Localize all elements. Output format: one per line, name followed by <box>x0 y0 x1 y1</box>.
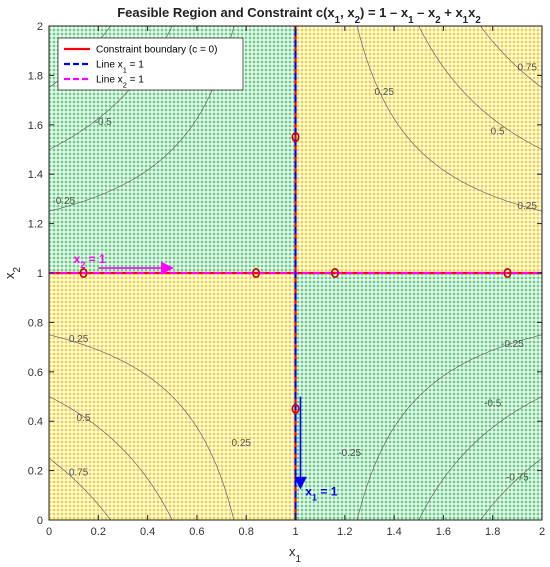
contour-marker <box>252 267 261 278</box>
x-tick-label: 0.6 <box>189 526 204 538</box>
y-axis: 0 0.2 0.4 0.6 0.8 1 1.2 1.4 1.6 1.8 2 <box>28 21 542 527</box>
x-tick-label: 1.2 <box>337 526 352 538</box>
contour-line <box>356 334 542 520</box>
line-layer <box>49 26 542 520</box>
x-tick-label: 1.4 <box>386 526 401 538</box>
x-tick-label: 0.2 <box>91 526 106 538</box>
contour-label: -0.5 <box>484 398 502 409</box>
contour-label: 0.25 <box>375 87 395 98</box>
legend-box <box>57 37 244 91</box>
contour-label: -0.75 <box>506 472 529 483</box>
contour-line <box>49 396 173 520</box>
legend-label: Line x2 = 1 <box>96 75 144 90</box>
contour-line <box>479 26 542 89</box>
contour-marker <box>291 403 300 414</box>
contour-line <box>49 457 112 520</box>
contour-line <box>49 26 235 212</box>
contour-line <box>418 26 542 150</box>
y-tick-label: 1.8 <box>28 70 43 82</box>
x-axis-label: x1 <box>289 544 301 565</box>
contour-label: 0.75 <box>517 62 537 73</box>
contour-line <box>49 334 235 520</box>
contour-label: 0.5 <box>491 127 505 138</box>
contour-label: 0.25 <box>232 438 252 449</box>
y-tick-label: 1 <box>37 268 43 280</box>
marker-layer <box>79 132 512 414</box>
x-tick-label: 1.6 <box>436 526 451 538</box>
legend-label: Constraint boundary (c = 0) <box>96 45 217 56</box>
x-tick-label: 1.8 <box>485 526 500 538</box>
contour-label: -0.25 <box>52 196 75 207</box>
legend: Constraint boundary (c = 0) Line x1 = 1Li… <box>57 37 244 91</box>
y-axis-label: x2 <box>2 267 23 279</box>
chart-title: Feasible Region and Constraint c(x1, x2)… <box>117 5 481 26</box>
contour-label: 0.75 <box>69 468 89 479</box>
contour-line <box>418 396 542 520</box>
y-tick-label: 0 <box>37 515 43 527</box>
x-tick-label: 0.8 <box>239 526 254 538</box>
contour-line <box>356 26 542 212</box>
contour-label: -0.25 <box>501 339 524 350</box>
y-tick-label: 0.4 <box>28 416 43 428</box>
contour-marker <box>503 267 512 278</box>
x-tick-label: 1 <box>292 526 298 538</box>
contour-label: 0.25 <box>69 334 89 345</box>
contour-marker <box>291 132 300 143</box>
contour-label: 0.5 <box>77 413 91 424</box>
y-tick-label: 0.6 <box>28 367 43 379</box>
y-tick-label: 1.4 <box>28 169 43 181</box>
y-tick-label: 1.6 <box>28 120 43 132</box>
annotation-layer: x2 = 1 x1 = 1 <box>74 252 338 502</box>
contour-line <box>479 457 542 520</box>
contour-label: -0.25 <box>338 448 361 459</box>
y-tick-label: 0.8 <box>28 317 43 329</box>
x-axis: 0 0.2 0.4 0.6 0.8 1 1.2 1.4 1.6 1.8 2 <box>46 26 545 538</box>
annotation-label: x1 = 1 <box>305 484 337 502</box>
legend-label: Line x1 = 1 <box>96 60 144 75</box>
contour-marker <box>330 267 339 278</box>
contour-label: 0.25 <box>517 201 537 212</box>
x-tick-label: 0.4 <box>140 526 155 538</box>
contour-label: -0.5 <box>95 117 113 128</box>
y-tick-label: 2 <box>37 21 43 33</box>
x-tick-label: 2 <box>539 526 545 538</box>
y-tick-label: 1.2 <box>28 219 43 231</box>
y-tick-label: 0.2 <box>28 466 43 478</box>
contour-marker <box>79 267 88 278</box>
annotation-label: x2 = 1 <box>74 252 106 270</box>
x-tick-label: 0 <box>46 526 52 538</box>
